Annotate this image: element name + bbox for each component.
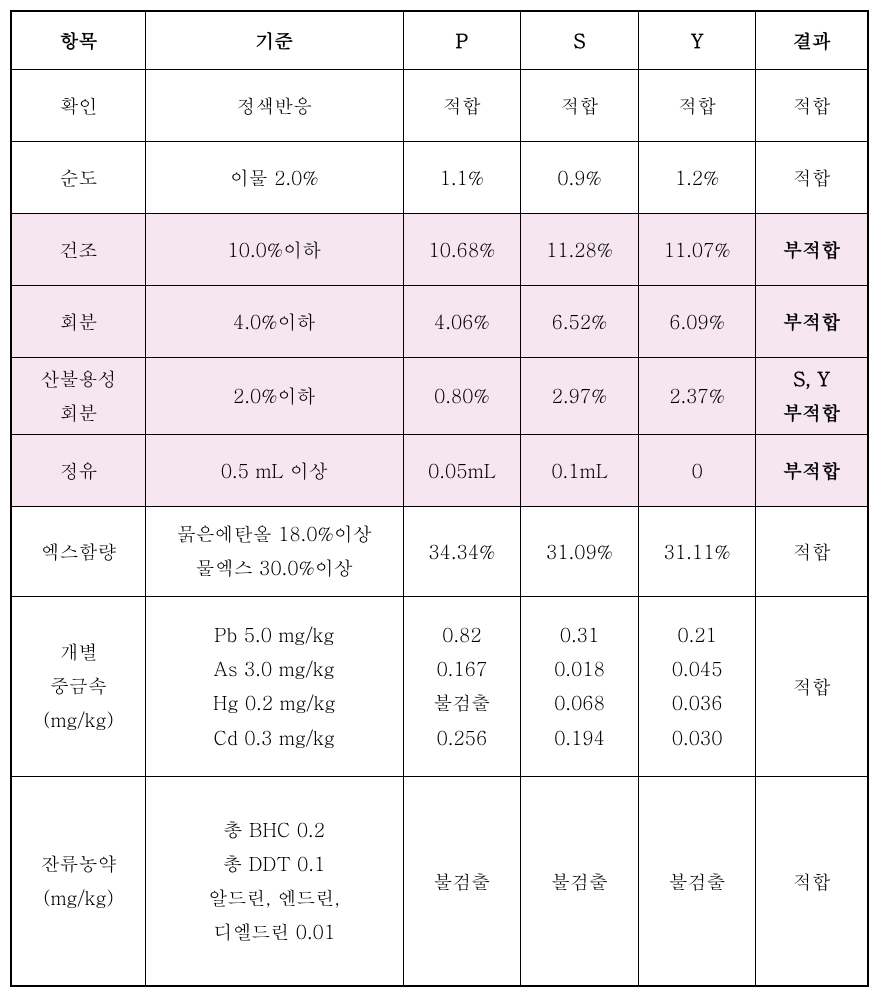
table-row: 확인 정색반응 적합 적합 적합 적합 (11, 69, 868, 141)
cell-result: S, Y부적합 (756, 357, 868, 434)
cell-item: 회분 (11, 285, 145, 357)
cell-y: 적합 (638, 69, 756, 141)
cell-s: 적합 (521, 69, 639, 141)
cell-p: 0.820.167불검출0.256 (403, 596, 521, 776)
table-row: 산불용성회분 2.0%이하 0.80% 2.97% 2.37% S, Y부적합 (11, 357, 868, 434)
cell-item: 확인 (11, 69, 145, 141)
header-result: 결과 (756, 11, 868, 69)
cell-item: 잔류농약(mg/kg) (11, 776, 145, 986)
cell-y: 2.37% (638, 357, 756, 434)
cell-item: 건조 (11, 213, 145, 285)
cell-p: 0.05mL (403, 434, 521, 506)
header-p: P (403, 11, 521, 69)
cell-result: 적합 (756, 506, 868, 596)
table-row: 개별중금속(mg/kg) Pb 5.0 mg/kgAs 3.0 mg/kgHg … (11, 596, 868, 776)
cell-item: 엑스함량 (11, 506, 145, 596)
cell-s: 불검출 (521, 776, 639, 986)
cell-result: 부적합 (756, 285, 868, 357)
cell-result: 적합 (756, 141, 868, 213)
cell-result: 적합 (756, 69, 868, 141)
cell-standard: 10.0%이하 (145, 213, 403, 285)
table-row: 잔류농약(mg/kg) 총 BHC 0.2총 DDT 0.1알드린, 엔드린,디… (11, 776, 868, 986)
cell-p: 10.68% (403, 213, 521, 285)
header-y: Y (638, 11, 756, 69)
cell-y: 1.2% (638, 141, 756, 213)
cell-p: 4.06% (403, 285, 521, 357)
table-row: 엑스함량 묽은에탄올 18.0%이상물엑스 30.0%이상 34.34% 31.… (11, 506, 868, 596)
cell-y: 6.09% (638, 285, 756, 357)
header-s: S (521, 11, 639, 69)
cell-s: 31.09% (521, 506, 639, 596)
cell-standard: Pb 5.0 mg/kgAs 3.0 mg/kgHg 0.2 mg/kgCd 0… (145, 596, 403, 776)
cell-standard: 2.0%이하 (145, 357, 403, 434)
cell-item: 순도 (11, 141, 145, 213)
cell-y: 0.210.0450.0360.030 (638, 596, 756, 776)
cell-s: 11.28% (521, 213, 639, 285)
table-row: 회분 4.0%이하 4.06% 6.52% 6.09% 부적합 (11, 285, 868, 357)
cell-p: 34.34% (403, 506, 521, 596)
table-header-row: 항목 기준 P S Y 결과 (11, 11, 868, 69)
cell-result: 적합 (756, 776, 868, 986)
cell-p: 0.80% (403, 357, 521, 434)
cell-p: 적합 (403, 69, 521, 141)
cell-item: 정유 (11, 434, 145, 506)
cell-s: 0.1mL (521, 434, 639, 506)
cell-standard: 묽은에탄올 18.0%이상물엑스 30.0%이상 (145, 506, 403, 596)
cell-y: 31.11% (638, 506, 756, 596)
cell-result: 부적합 (756, 213, 868, 285)
cell-s: 0.310.0180.0680.194 (521, 596, 639, 776)
cell-item: 산불용성회분 (11, 357, 145, 434)
table-row: 정유 0.5 mL 이상 0.05mL 0.1mL 0 부적합 (11, 434, 868, 506)
table-row: 순도 이물 2.0% 1.1% 0.9% 1.2% 적합 (11, 141, 868, 213)
table-row: 건조 10.0%이하 10.68% 11.28% 11.07% 부적합 (11, 213, 868, 285)
cell-s: 2.97% (521, 357, 639, 434)
cell-standard: 이물 2.0% (145, 141, 403, 213)
cell-p: 불검출 (403, 776, 521, 986)
header-item: 항목 (11, 11, 145, 69)
cell-result: 적합 (756, 596, 868, 776)
cell-y: 불검출 (638, 776, 756, 986)
cell-result: 부적합 (756, 434, 868, 506)
cell-s: 0.9% (521, 141, 639, 213)
cell-standard: 4.0%이하 (145, 285, 403, 357)
cell-item: 개별중금속(mg/kg) (11, 596, 145, 776)
cell-standard: 정색반응 (145, 69, 403, 141)
cell-y: 0 (638, 434, 756, 506)
cell-s: 6.52% (521, 285, 639, 357)
cell-p: 1.1% (403, 141, 521, 213)
header-standard: 기준 (145, 11, 403, 69)
cell-standard: 총 BHC 0.2총 DDT 0.1알드린, 엔드린,디엘드린 0.01 (145, 776, 403, 986)
table-body: 확인 정색반응 적합 적합 적합 적합 순도 이물 2.0% 1.1% 0.9%… (11, 69, 868, 986)
cell-standard: 0.5 mL 이상 (145, 434, 403, 506)
results-table: 항목 기준 P S Y 결과 확인 정색반응 적합 적합 적합 적합 순도 이물… (10, 10, 869, 987)
cell-y: 11.07% (638, 213, 756, 285)
